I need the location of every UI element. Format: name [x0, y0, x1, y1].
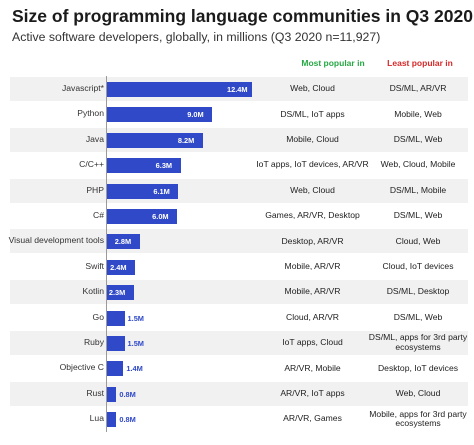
- data-label: 12.4M: [227, 85, 248, 94]
- category-label: Objective C: [59, 362, 104, 373]
- least-popular-cell: DS/ML, Mobile: [389, 184, 447, 195]
- table-row: PHP 6.1M Web, Cloud DS/ML, Mobile: [10, 178, 468, 203]
- table-row: Ruby 1.5M IoT apps, Cloud DS/ML, apps for 3…: [10, 331, 468, 355]
- data-label: 6.0M: [152, 212, 169, 221]
- category-label: PHP: [86, 184, 104, 195]
- data-label: 6.3M: [155, 161, 173, 171]
- least-popular-cell: DS/ML, Web: [393, 210, 443, 221]
- data-label: 1.5M: [127, 339, 144, 348]
- most-popular-cell: Cloud, AR/VR: [285, 311, 340, 322]
- category-label: Python: [77, 108, 104, 119]
- least-popular-cell: Mobile, Web: [394, 108, 442, 119]
- bar: [107, 183, 179, 199]
- table-row: Go 1.5M Cloud, AR/VR DS/ML, Web: [10, 305, 468, 330]
- category-label: Go: [92, 311, 104, 322]
- least-popular-cell: DS/ML, apps for 3rd party ecosystems: [368, 332, 468, 352]
- most-popular-cell: Mobile, Cloud: [286, 133, 339, 144]
- least-popular-header: Least popular in: [387, 58, 453, 68]
- category-label: Kotlin: [82, 286, 105, 297]
- least-popular-cell: DS/ML, Desktop: [386, 286, 450, 297]
- least-popular-cell: Web, Cloud: [395, 387, 441, 398]
- most-popular-cell: Web, Cloud: [290, 184, 335, 195]
- data-label: 2.8M: [114, 237, 132, 247]
- category-label: Swift: [85, 260, 104, 271]
- data-label: 0.8M: [119, 389, 136, 399]
- table-row: Java 8.2M Mobile, Cloud DS/ML, Web: [10, 127, 468, 152]
- data-label: 8.2M: [177, 135, 195, 145]
- least-popular-cell: Mobile, apps for 3rd party ecosystems: [369, 408, 467, 429]
- table-row: Kotlin 2.3M Mobile, AR/VR DS/ML, Desktop: [10, 280, 468, 305]
- least-popular-cell: Web, Cloud, Mobile: [380, 159, 456, 170]
- axis-line: [106, 76, 107, 432]
- table-row: Lua 0.8M AR/VR, Games Mobile, apps for 3rd …: [10, 407, 468, 432]
- most-popular-cell: Desktop, AR/VR: [281, 235, 344, 246]
- bar: [107, 234, 140, 250]
- data-label: 2.3M: [108, 288, 126, 298]
- least-popular-cell: DS/ML, Web: [393, 311, 443, 322]
- category-label: C#: [93, 210, 104, 221]
- data-label: 9.0M: [187, 110, 204, 120]
- most-popular-cell: Games, AR/VR, Desktop: [265, 210, 360, 221]
- data-label: 1.4M: [126, 364, 143, 374]
- data-label: 0.8M: [119, 415, 136, 425]
- category-label: Rust: [86, 387, 104, 398]
- bar: [107, 107, 213, 123]
- least-popular-cell: Cloud, IoT devices: [382, 260, 454, 271]
- category-label: Ruby: [83, 337, 104, 348]
- chart-subtitle: Active software developers, globally, in…: [12, 30, 381, 44]
- category-label: C/C++: [79, 159, 104, 170]
- data-label: 1.5M: [127, 313, 144, 323]
- bar: [107, 336, 125, 351]
- most-popular-header: Most popular in: [301, 58, 365, 68]
- table-row: Visual development tools 2.8M Desktop, AR/…: [8, 229, 468, 254]
- category-label: Javascript*: [61, 83, 104, 94]
- bar: [107, 259, 136, 275]
- most-popular-cell: AR/VR, IoT apps: [280, 387, 345, 398]
- table-row: Swift 2.4M Mobile, AR/VR Cloud, IoT devices: [10, 254, 468, 279]
- table-row: C/C++ 6.3M IoT apps, IoT devices, AR/VR Web…: [10, 153, 468, 178]
- table-row: Python 9.0M DS/ML, IoT apps Mobile, Web: [10, 102, 468, 127]
- table-row: Rust 0.8M AR/VR, IoT apps Web, Cloud: [10, 381, 468, 406]
- data-label: 6.1M: [153, 186, 170, 196]
- category-label: Visual development tools: [8, 235, 104, 246]
- category-label: Lua: [89, 413, 104, 424]
- bar: [107, 285, 134, 301]
- table-row: C# 6.0M Games, AR/VR, Desktop DS/ML, Web: [10, 204, 468, 228]
- least-popular-cell: Desktop, IoT devices: [377, 362, 459, 373]
- table-row: Javascript* 12.4M Web, Cloud DS/ML, AR/VR: [10, 77, 468, 101]
- bar: [107, 132, 203, 148]
- least-popular-cell: Cloud, Web: [395, 235, 441, 246]
- most-popular-cell: AR/VR, Games: [283, 413, 342, 424]
- least-popular-cell: DS/ML, Web: [393, 133, 443, 144]
- bar: [107, 361, 124, 377]
- most-popular-cell: IoT apps, Cloud: [282, 337, 343, 348]
- bar: [107, 82, 252, 97]
- most-popular-cell: AR/VR, Mobile: [284, 362, 341, 373]
- least-popular-cell: DS/ML, AR/VR: [389, 83, 447, 94]
- chart-title: Size of programming language communities…: [12, 6, 473, 26]
- most-popular-cell: Mobile, AR/VR: [284, 286, 341, 297]
- bar: [107, 158, 181, 174]
- category-label: Java: [85, 133, 104, 144]
- bar: [107, 310, 125, 326]
- most-popular-cell: Mobile, AR/VR: [284, 260, 341, 271]
- bar: [107, 412, 117, 428]
- most-popular-cell: DS/ML, IoT apps: [280, 108, 345, 119]
- most-popular-cell: IoT apps, IoT devices, AR/VR: [256, 159, 369, 170]
- most-popular-cell: Web, Cloud: [290, 83, 335, 94]
- bar: [107, 209, 178, 224]
- bar: [107, 386, 117, 402]
- table-row: Objective C 1.4M AR/VR, Mobile Desktop, IoT…: [10, 356, 468, 381]
- data-label: 2.4M: [110, 262, 127, 272]
